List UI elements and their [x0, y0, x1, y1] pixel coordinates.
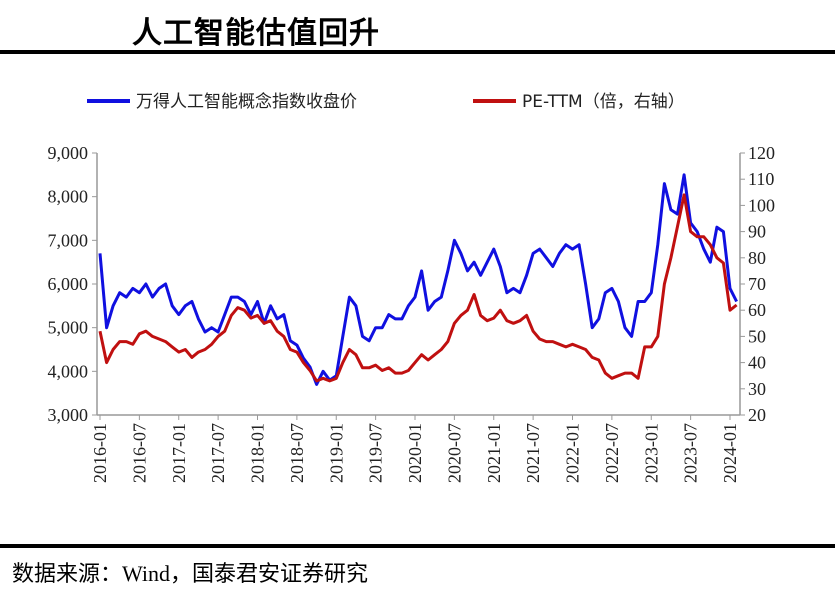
series-line-index [98, 173, 738, 386]
x-tick-label: 2020-01 [405, 423, 425, 483]
footer-rule [0, 544, 835, 548]
x-tick-label: 2018-01 [248, 423, 268, 483]
x-tick-label: 2023-07 [681, 423, 701, 483]
x-tick-label: 2019-07 [366, 423, 386, 483]
chart-title: 人工智能估值回升 [132, 16, 380, 51]
right-tick-label: 80 [748, 248, 766, 268]
left-tick-label: 5,000 [48, 318, 89, 338]
right-tick-label: 20 [748, 405, 766, 425]
series-line-pe [98, 193, 738, 383]
x-tick-label: 2022-07 [602, 423, 622, 483]
x-tick-label: 2016-01 [90, 423, 110, 483]
right-tick-label: 120 [748, 143, 775, 163]
legend-label-pe: PE-TTM（倍，右轴） [522, 92, 685, 112]
x-tick-label: 2020-07 [444, 423, 464, 483]
legend: 万得人工智能概念指数收盘价 PE-TTM（倍，右轴） [87, 91, 685, 112]
x-tick-label: 2019-01 [326, 423, 346, 483]
x-tick-label: 2022-01 [563, 423, 583, 483]
left-tick-label: 8,000 [48, 187, 89, 207]
right-tick-label: 70 [748, 274, 766, 294]
x-tick-label: 2017-07 [208, 423, 228, 483]
x-tick-label: 2021-07 [523, 423, 543, 483]
right-tick-label: 100 [748, 195, 775, 215]
left-tick-label: 7,000 [48, 230, 89, 250]
right-tick-label: 90 [748, 222, 766, 242]
right-tick-label: 60 [748, 300, 766, 320]
x-tick-label: 2017-01 [169, 423, 189, 483]
right-tick-label: 30 [748, 379, 766, 399]
left-tick-label: 3,000 [48, 405, 89, 425]
title-rule [0, 50, 835, 54]
legend-label-index: 万得人工智能概念指数收盘价 [136, 91, 357, 112]
left-tick-label: 9,000 [48, 143, 89, 163]
left-tick-label: 6,000 [48, 274, 89, 294]
x-tick-label: 2021-01 [484, 423, 504, 483]
left-tick-label: 4,000 [48, 361, 89, 381]
x-tick-label: 2023-01 [641, 423, 661, 483]
right-tick-label: 40 [748, 353, 766, 373]
source-note: 数据来源：Wind，国泰君安证券研究 [12, 561, 368, 586]
x-tick-label: 2024-01 [720, 423, 740, 483]
right-tick-label: 110 [748, 169, 774, 189]
x-tick-label: 2018-07 [287, 423, 307, 483]
right-tick-label: 50 [748, 326, 766, 346]
x-tick-label: 2016-07 [129, 423, 149, 483]
